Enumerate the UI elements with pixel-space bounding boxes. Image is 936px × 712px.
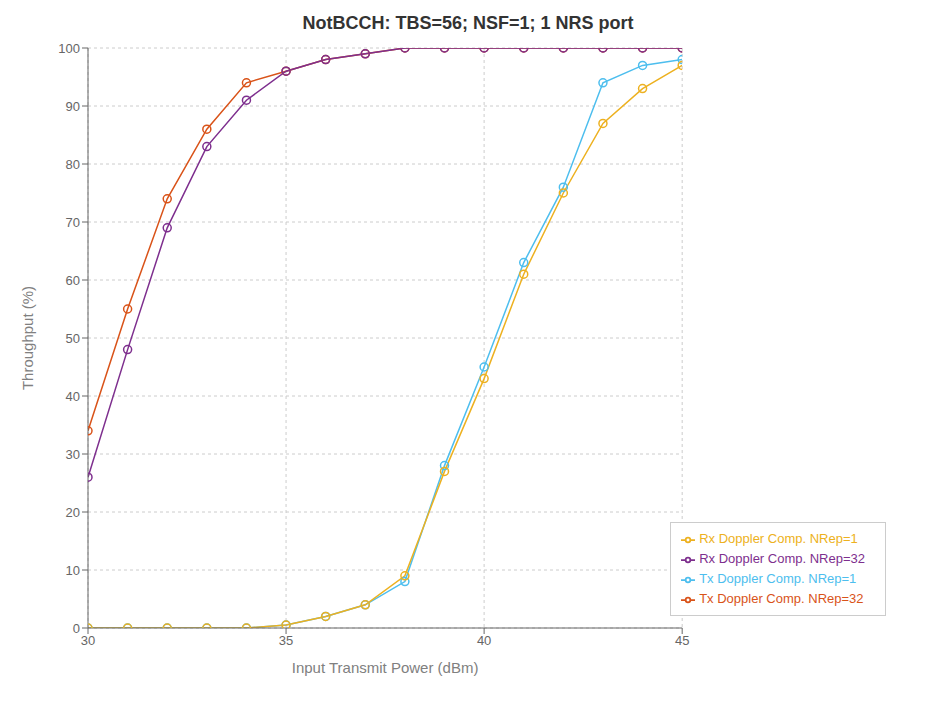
svg-text:30: 30 bbox=[81, 633, 95, 648]
html-text:Rx Doppler Comp. NRep=32: Rx Doppler Comp. NRep=32 bbox=[699, 551, 865, 566]
svg-text:45: 45 bbox=[675, 633, 689, 648]
svg-text:Throughput (%): Throughput (%) bbox=[19, 286, 36, 390]
svg-text:40: 40 bbox=[66, 389, 80, 404]
svg-text:60: 60 bbox=[66, 273, 80, 288]
html-text:NotBCCH: TBS=56; NSF=1; 1 NRS: NotBCCH: TBS=56; NSF=1; 1 NRS port bbox=[302, 13, 634, 33]
html-text:Tx Doppler Comp. NRep=32: Tx Doppler Comp. NRep=32 bbox=[699, 591, 864, 606]
svg-text:50: 50 bbox=[66, 331, 80, 346]
svg-text:100: 100 bbox=[58, 41, 80, 56]
svg-text:10: 10 bbox=[66, 563, 80, 578]
svg-text:90: 90 bbox=[66, 99, 80, 114]
svg-text:Input Transmit Power (dBm): Input Transmit Power (dBm) bbox=[292, 659, 479, 676]
svg-text:70: 70 bbox=[66, 215, 80, 230]
html-text:Tx Doppler Comp. NRep=1: Tx Doppler Comp. NRep=1 bbox=[699, 571, 857, 586]
svg-text:40: 40 bbox=[477, 633, 491, 648]
svg-text:20: 20 bbox=[66, 505, 80, 520]
svg-text:80: 80 bbox=[66, 157, 80, 172]
html-text:Rx Doppler Comp. NRep=1: Rx Doppler Comp. NRep=1 bbox=[699, 531, 858, 546]
svg-text:30: 30 bbox=[66, 447, 80, 462]
svg-text:35: 35 bbox=[279, 633, 293, 648]
svg-text:0: 0 bbox=[73, 621, 80, 636]
